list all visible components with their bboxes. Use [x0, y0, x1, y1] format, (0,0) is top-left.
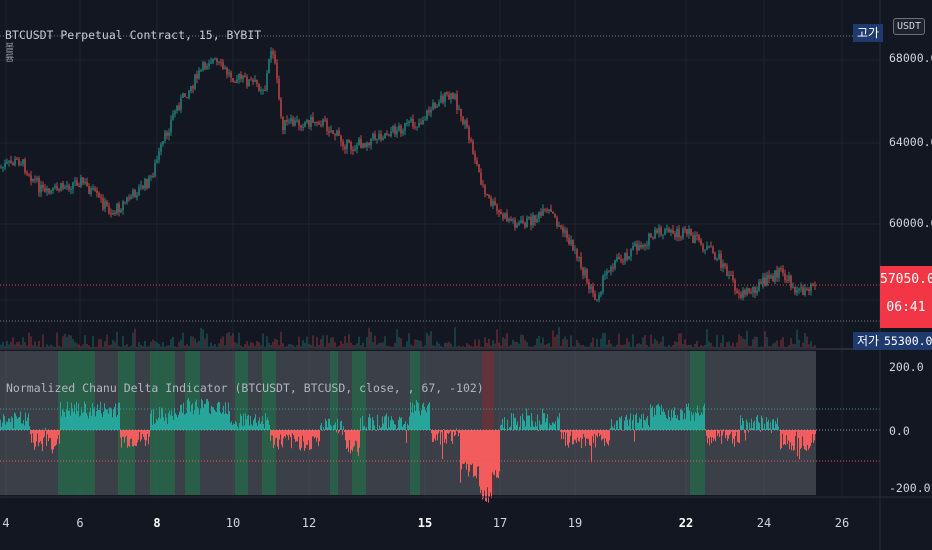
time-tick-8: 8: [153, 516, 161, 530]
price-tick-64000: 64000.0: [889, 135, 932, 149]
indicator-signal-bands: [58, 351, 705, 495]
time-tick-6: 6: [76, 516, 84, 530]
indicator-title[interactable]: Normalized Chanu Delta Indicator (BTCUSD…: [6, 381, 484, 395]
time-tick-12: 12: [301, 516, 317, 530]
price-tick-68000: 68000.0: [889, 51, 932, 65]
time-tick-26: 26: [834, 516, 850, 530]
indicator-tick-0: 0.0: [889, 424, 910, 438]
indicator-histogram: [0, 398, 816, 503]
price-candles: [0, 47, 816, 303]
time-tick-22: 22: [678, 516, 694, 530]
time-tick-15: 15: [417, 516, 433, 530]
time-tick-24: 24: [756, 516, 772, 530]
time-tick-17: 17: [492, 516, 508, 530]
bar-countdown: 06:41: [886, 300, 926, 315]
chart-title[interactable]: BTCUSDT Perpetual Contract, 15, BYBIT: [5, 28, 262, 42]
low-price-value: 55300.0: [882, 332, 932, 350]
current-price-value: 57050.0: [880, 272, 932, 287]
price-tick-60000: 60000.0: [889, 216, 932, 230]
indicator-tick-200: 200.0: [889, 360, 924, 374]
volume-legend[interactable]: 볼륨: [5, 43, 15, 64]
time-tick-10: 10: [225, 516, 241, 530]
high-price-label: 고가: [853, 24, 884, 42]
currency-button[interactable]: USDT: [893, 18, 926, 35]
indicator-tick-neg200: -200.0: [889, 481, 931, 495]
volume-bars: [0, 327, 816, 349]
low-price-label: 저가: [853, 332, 884, 350]
time-tick-4: 4: [2, 516, 10, 530]
current-price-tag: 57050.0 06:41: [880, 266, 932, 328]
time-tick-19: 19: [567, 516, 583, 530]
